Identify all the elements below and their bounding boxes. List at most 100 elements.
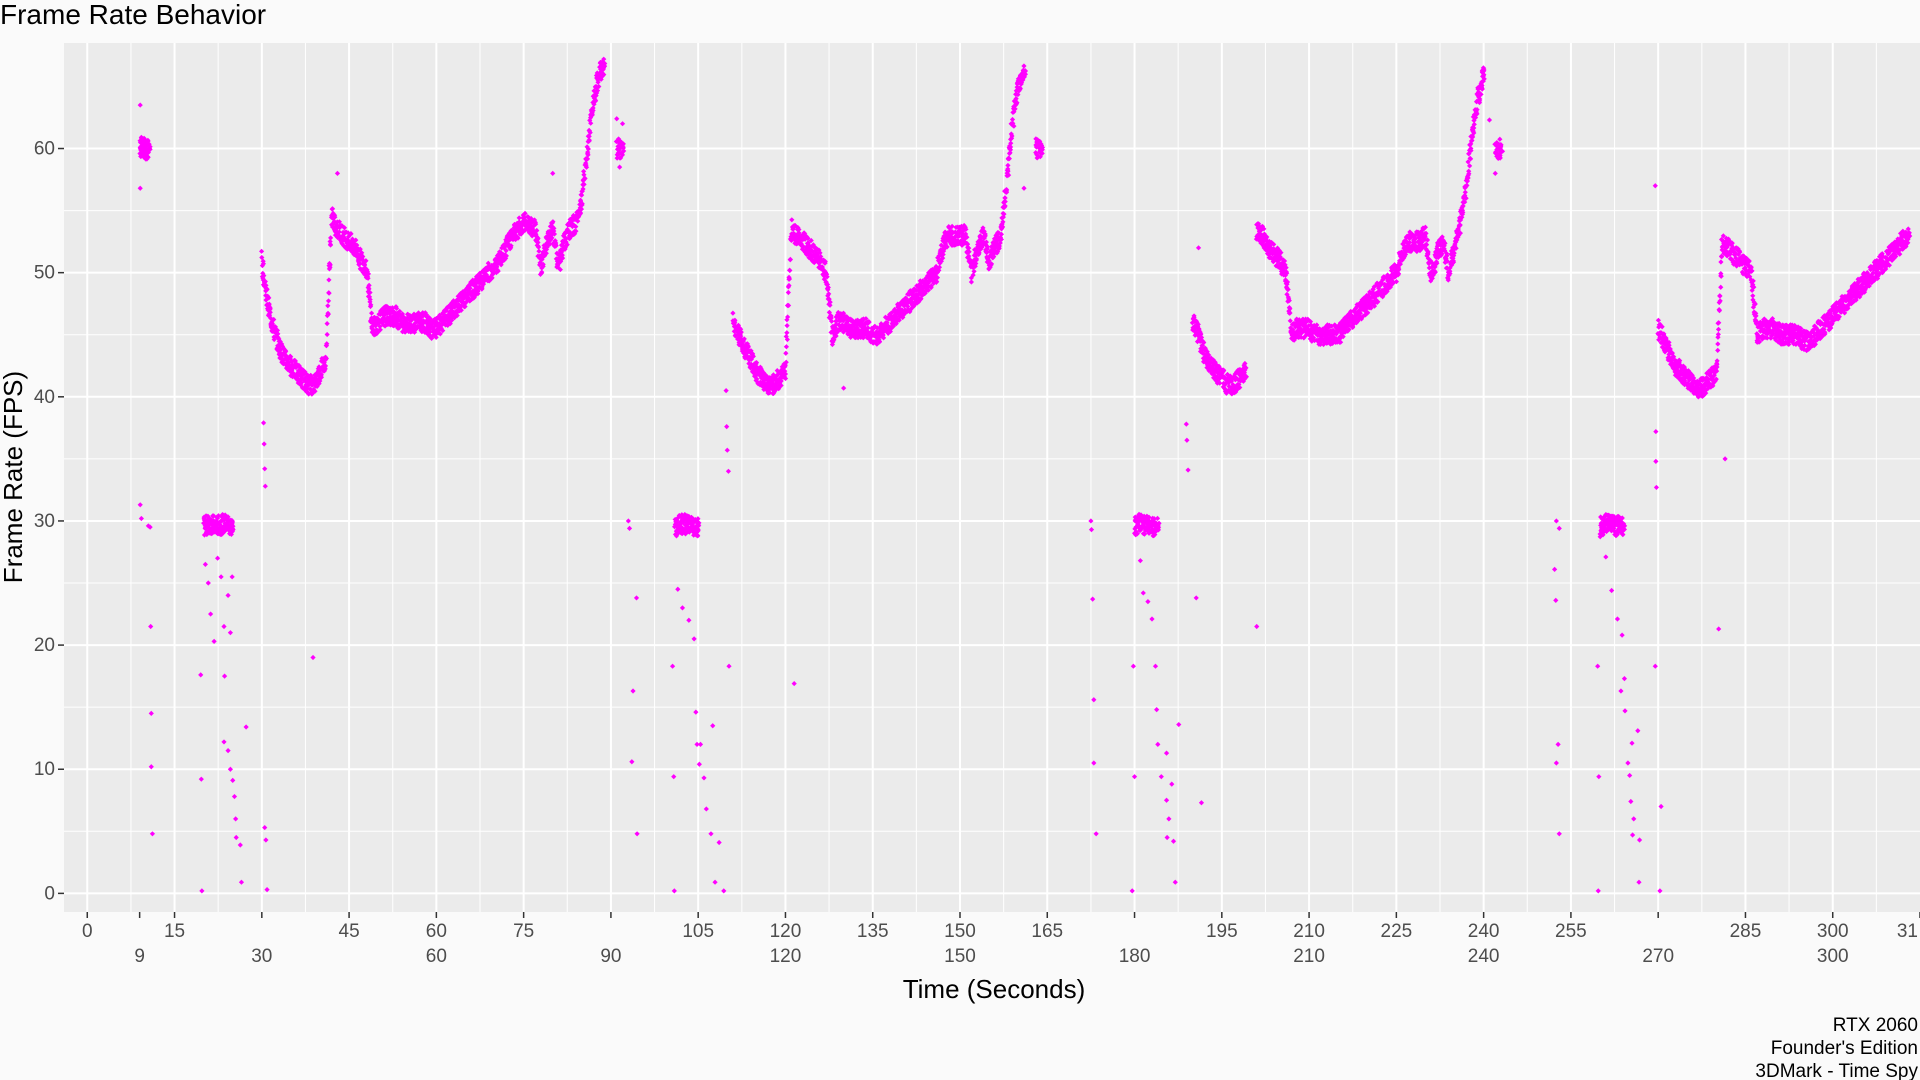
- data-point: [454, 312, 460, 319]
- data-point: [786, 282, 792, 289]
- data-point: [1198, 346, 1204, 352]
- data-point: [682, 526, 689, 532]
- data-point: [332, 232, 339, 238]
- data-point: [147, 146, 153, 152]
- data-point: [324, 341, 330, 347]
- data-point: [1236, 377, 1242, 383]
- data-point: [569, 233, 575, 239]
- data-point: [439, 321, 445, 328]
- data-point: [908, 306, 914, 312]
- data-point: [794, 233, 800, 240]
- data-point: [581, 172, 587, 178]
- data-point: [826, 309, 832, 315]
- data-point: [688, 514, 695, 521]
- data-point: [469, 291, 475, 298]
- data-point: [503, 247, 509, 254]
- data-point: [847, 329, 853, 335]
- data-point: [429, 333, 435, 339]
- data-point: [1017, 85, 1023, 92]
- data-point: [867, 337, 873, 343]
- data-point: [289, 367, 295, 374]
- data-point: [1013, 96, 1019, 102]
- data-point: [351, 240, 357, 247]
- data-point: [932, 266, 938, 272]
- data-point: [830, 339, 836, 345]
- data-point: [536, 262, 543, 268]
- data-point: [523, 218, 529, 225]
- data-point: [462, 303, 468, 310]
- data-point: [827, 302, 833, 308]
- data-point: [555, 251, 561, 257]
- data-point: [1134, 531, 1140, 537]
- data-point: [816, 255, 822, 261]
- data-point: [972, 247, 978, 253]
- data-point: [518, 231, 524, 237]
- data-point: [522, 227, 528, 233]
- data-point: [916, 299, 922, 305]
- data-point: [776, 384, 782, 390]
- data-point: [903, 295, 909, 301]
- data-point: [366, 286, 372, 292]
- data-point: [887, 328, 893, 335]
- data-point: [296, 377, 303, 383]
- data-point: [1012, 106, 1018, 112]
- data-point: [918, 296, 924, 302]
- data-point: [1216, 370, 1222, 376]
- data-point: [778, 378, 784, 384]
- data-point: [964, 234, 970, 240]
- data-point: [1013, 88, 1019, 94]
- data-point: [968, 275, 974, 281]
- data-point: [674, 515, 681, 521]
- data-point: [822, 258, 828, 265]
- data-point: [1241, 363, 1248, 369]
- data-point: [829, 328, 835, 334]
- data-point: [738, 329, 744, 335]
- data-point: [551, 225, 557, 231]
- data-point: [784, 330, 790, 336]
- data-point: [901, 303, 907, 309]
- data-point: [800, 244, 806, 250]
- data-point: [435, 330, 441, 336]
- data-point: [1006, 172, 1012, 178]
- data-point: [1039, 147, 1045, 153]
- data-point: [884, 315, 890, 321]
- data-point: [225, 514, 231, 520]
- data-point: [748, 361, 754, 367]
- data-point: [582, 175, 588, 181]
- data-point: [586, 133, 592, 139]
- data-point: [1154, 515, 1161, 521]
- data-point: [1219, 372, 1225, 378]
- data-point: [1155, 524, 1162, 530]
- data-point: [1001, 211, 1007, 217]
- data-point: [790, 233, 796, 239]
- data-point: [553, 242, 559, 249]
- plot-panel: [64, 43, 1920, 912]
- data-point: [432, 322, 438, 329]
- data-point: [266, 295, 272, 301]
- data-point: [925, 287, 931, 293]
- data-point: [326, 277, 332, 283]
- data-point: [1007, 150, 1013, 156]
- data-point: [365, 275, 371, 281]
- data-point: [525, 224, 531, 230]
- data-point: [679, 524, 685, 530]
- data-point: [916, 290, 922, 297]
- data-point: [442, 317, 449, 323]
- data-point: [1022, 68, 1028, 74]
- data-point: [934, 275, 941, 281]
- data-point: [445, 322, 451, 328]
- data-point: [947, 225, 953, 231]
- data-point: [481, 269, 487, 276]
- data-point: [323, 355, 330, 362]
- data-point: [580, 186, 586, 192]
- data-point: [405, 312, 411, 318]
- data-point: [994, 238, 1000, 244]
- data-point: [427, 328, 433, 335]
- data-point: [983, 242, 989, 249]
- data-point: [833, 321, 839, 327]
- data-point: [833, 318, 839, 324]
- data-point: [503, 253, 510, 259]
- data-point: [1002, 195, 1008, 201]
- data-point: [283, 365, 290, 371]
- data-point: [1258, 236, 1264, 242]
